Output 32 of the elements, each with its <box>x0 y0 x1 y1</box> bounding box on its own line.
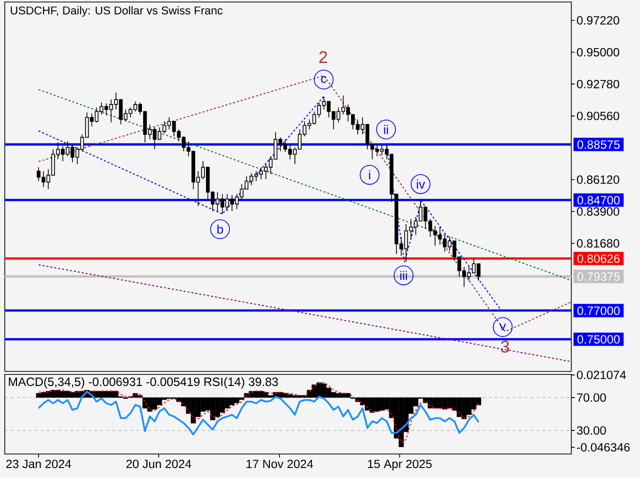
y-tick-label: 0.81680 <box>576 239 620 248</box>
ref-line-label: 0.84700 <box>577 196 620 204</box>
annotation: v <box>500 324 506 330</box>
annotation: ii <box>384 124 388 134</box>
annotation: iv <box>416 180 426 189</box>
annotation: b <box>217 224 223 234</box>
x-tick-label: 15 Apr 2025 <box>368 460 432 471</box>
annotation: c <box>321 76 326 84</box>
y2-tick-label: 70.00 <box>577 393 606 402</box>
ref-line-label: 0.77000 <box>577 306 620 315</box>
x-tick-label: 17 Nov 2024 <box>246 460 314 468</box>
y-tick-label: 0.86120 <box>576 175 620 184</box>
y-tick-label: 0.90560 <box>576 112 620 120</box>
annotation: iii <box>400 270 407 280</box>
y-tick-label: 0.92780 <box>576 80 620 88</box>
annotation: 3 <box>500 340 509 353</box>
annotation: 2 <box>319 51 328 63</box>
ref-line-label: 0.79375 <box>577 272 620 281</box>
y-tick-label: -0.046346 <box>577 443 630 452</box>
ref-line-label: 0.88575 <box>577 140 620 149</box>
x-tick-label: 20 Jun 2024 <box>126 460 192 468</box>
ref-line-label: 0.80626 <box>577 254 620 263</box>
annotation: i <box>369 170 370 180</box>
y-tick-label: 0.95000 <box>576 48 620 56</box>
y-tick-label: 0.97220 <box>576 16 620 25</box>
chart-title: MACD(5,34,5) -0.006931 -0.005419 RSI(14) 39.83 <box>8 377 278 388</box>
ref-line-label: 0.75000 <box>577 335 620 344</box>
y-tick-label: 0.83900 <box>576 207 620 216</box>
chart-title: USDCHF, Daily: US Dollar vs Swiss Franc <box>10 6 223 17</box>
y-tick-label: 0.021074 <box>576 370 626 380</box>
x-tick-label: 23 Jan 2024 <box>6 460 72 468</box>
y2-tick-label: 30.00 <box>576 426 606 435</box>
